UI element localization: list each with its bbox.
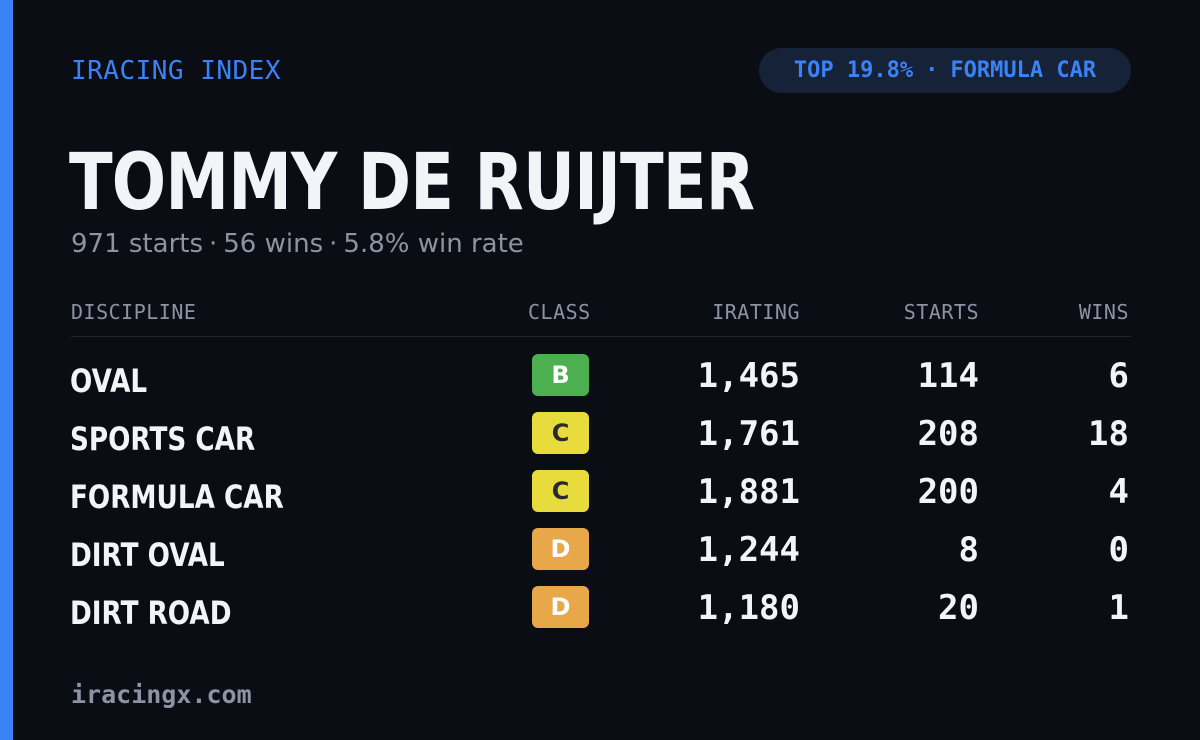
- badge-discipline: FORMULA CAR: [950, 58, 1097, 83]
- row-starts: 208: [917, 414, 979, 454]
- row-irating: 1,761: [697, 414, 800, 454]
- table-row: SPORTS CAR C 1,761 208 18: [0, 412, 1200, 468]
- accent-bar: [0, 0, 13, 740]
- row-discipline: OVAL: [70, 362, 148, 400]
- row-discipline: FORMULA CAR: [70, 478, 284, 516]
- row-discipline: DIRT OVAL: [70, 536, 225, 574]
- badge-separator: ·: [925, 58, 939, 83]
- row-discipline: SPORTS CAR: [70, 420, 256, 458]
- driver-summary: 971 starts · 56 wins · 5.8% win rate: [71, 229, 524, 259]
- class-badge: C: [532, 412, 589, 454]
- summary-separator: ·: [329, 229, 338, 259]
- row-wins: 1: [1108, 588, 1129, 628]
- rank-badge: TOP 19.8% · FORMULA CAR: [759, 48, 1131, 93]
- table-row: FORMULA CAR C 1,881 200 4: [0, 470, 1200, 526]
- row-wins: 4: [1108, 472, 1129, 512]
- row-irating: 1,881: [697, 472, 800, 512]
- summary-starts: 971 starts: [71, 229, 203, 259]
- row-wins: 6: [1108, 356, 1129, 396]
- summary-wins: 56 wins: [223, 229, 324, 259]
- header-wins: WINS: [1078, 300, 1129, 324]
- summary-separator: ·: [209, 229, 218, 259]
- brand-title: IRACING INDEX: [71, 56, 281, 86]
- class-badge: D: [532, 586, 589, 628]
- row-irating: 1,244: [697, 530, 800, 570]
- row-starts: 20: [938, 588, 979, 628]
- header-discipline: DISCIPLINE: [71, 300, 197, 324]
- driver-name: TOMMY DE RUIJTER: [69, 138, 755, 228]
- table-row: DIRT ROAD D 1,180 20 1: [0, 586, 1200, 642]
- header-class: CLASS: [528, 300, 591, 324]
- class-badge: C: [532, 470, 589, 512]
- badge-rank: TOP 19.8%: [793, 58, 914, 83]
- class-badge: D: [532, 528, 589, 570]
- header-divider: [71, 336, 1131, 337]
- row-wins: 18: [1088, 414, 1129, 454]
- footer-site: iracingx.com: [71, 680, 252, 709]
- row-starts: 200: [917, 472, 979, 512]
- row-discipline: DIRT ROAD: [70, 594, 232, 632]
- class-badge: B: [532, 354, 589, 396]
- table-row: DIRT OVAL D 1,244 8 0: [0, 528, 1200, 584]
- row-starts: 114: [917, 356, 979, 396]
- header-starts: STARTS: [903, 300, 979, 324]
- row-irating: 1,465: [697, 356, 800, 396]
- row-starts: 8: [958, 530, 979, 570]
- table-row: OVAL B 1,465 114 6: [0, 354, 1200, 410]
- row-irating: 1,180: [697, 588, 800, 628]
- header-irating: IRATING: [712, 300, 800, 324]
- row-wins: 0: [1108, 530, 1129, 570]
- summary-win-rate: 5.8% win rate: [343, 229, 524, 259]
